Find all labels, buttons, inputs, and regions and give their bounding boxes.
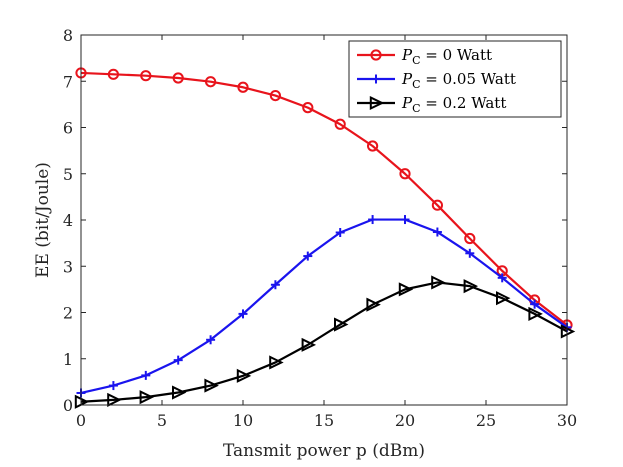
series-1-point-6 — [270, 280, 280, 290]
legend-marker-2 — [369, 95, 385, 111]
series-2-point-12 — [463, 279, 479, 294]
series-0-point-8 — [334, 118, 346, 130]
x-tick-label-6: 30 — [557, 411, 577, 430]
y-tick-label-1: 1 — [63, 350, 73, 369]
series-1-point-9 — [368, 215, 378, 225]
series-0-line — [80, 71, 568, 326]
series-0-point-5 — [237, 81, 249, 93]
series-2-point-1 — [107, 392, 122, 407]
series-1-point-3 — [173, 355, 183, 365]
series-1 — [76, 215, 572, 398]
series-1-point-12 — [465, 248, 475, 258]
x-tick-label-1: 5 — [157, 411, 167, 430]
series-0-point-1 — [107, 68, 120, 80]
legend-label-value-1: = 0.05 Watt — [421, 70, 516, 88]
series-0-point-6 — [269, 89, 281, 102]
legend-label-1: PC = 0.05 Watt — [401, 70, 516, 91]
y-tick-label-2: 2 — [63, 304, 73, 323]
x-axis-label: Tansmit power p (dBm) — [223, 441, 425, 461]
legend-label-2: PC = 0.2 Watt — [401, 94, 506, 115]
series-2-point-7 — [301, 337, 317, 352]
legend-entry-1: PC = 0.05 Watt — [357, 70, 516, 91]
series-1-point-13 — [497, 273, 507, 283]
x-tick-label-0: 0 — [76, 411, 86, 430]
series-0-point-9 — [367, 140, 379, 152]
legend-label-subscript-1: C — [412, 78, 420, 91]
series-2-point-6 — [269, 355, 284, 370]
series-0-point-10 — [399, 168, 411, 180]
series-0-point-12 — [464, 232, 476, 245]
series-2-point-8 — [334, 317, 349, 332]
y-tick-label-4: 4 — [63, 211, 73, 230]
y-tick-label-0: 0 — [63, 396, 73, 415]
series-2-point-5 — [236, 368, 252, 383]
series-1-point-11 — [432, 227, 442, 237]
legend-marker-0 — [370, 49, 382, 61]
series-2-line — [80, 281, 568, 403]
series-1-point-2 — [141, 370, 151, 380]
series-1-line — [80, 218, 568, 395]
series-2-point-2 — [139, 390, 155, 405]
series-2-point-10 — [398, 282, 414, 297]
series-1-point-5 — [238, 309, 248, 319]
y-tick-label-3: 3 — [63, 257, 73, 276]
y-tick-label-7: 7 — [63, 72, 73, 91]
series-2-point-11 — [431, 275, 446, 290]
legend-entry-0: PC = 0 Watt — [357, 46, 492, 67]
series-1-point-8 — [335, 227, 345, 237]
series-1-point-1 — [108, 381, 118, 391]
x-tick-label-2: 10 — [233, 411, 253, 430]
x-tick-label-5: 25 — [476, 411, 496, 430]
y-axis-ticks: 0 1 2 3 4 5 6 7 8 — [63, 26, 567, 415]
legend-label-subscript-0: C — [412, 54, 420, 67]
series-2-point-3 — [172, 385, 187, 400]
series-0-point-4 — [205, 76, 217, 88]
x-tick-label-3: 15 — [314, 411, 334, 430]
series-1-point-10 — [400, 215, 410, 225]
legend-label-symbol-2: P — [401, 94, 413, 112]
x-tick-label-4: 20 — [395, 411, 415, 430]
legend-label-symbol-0: P — [401, 46, 413, 64]
legend-marker-1 — [371, 74, 381, 84]
x-axis-ticks: 0 5 10 15 20 25 30 — [76, 35, 577, 430]
series-2-point-13 — [496, 291, 511, 306]
series-2-point-14 — [528, 306, 543, 321]
legend-label-value-2: = 0.2 Watt — [421, 94, 507, 112]
y-tick-label-5: 5 — [63, 165, 73, 184]
series-0-point-2 — [140, 70, 152, 82]
series-0-point-7 — [302, 102, 314, 114]
y-tick-label-6: 6 — [63, 119, 73, 138]
legend-label-0: PC = 0 Watt — [401, 46, 492, 67]
series-0-point-3 — [172, 72, 184, 84]
series-0-point-11 — [431, 199, 443, 211]
series-2-point-9 — [366, 297, 381, 312]
series-1-point-7 — [303, 251, 313, 261]
y-tick-label-8: 8 — [63, 26, 73, 45]
series-1-point-14 — [530, 299, 540, 309]
legend-label-symbol-1: P — [401, 70, 413, 88]
legend-entry-2: PC = 0.2 Watt — [357, 94, 506, 115]
legend-label-value-0: = 0 Watt — [421, 46, 493, 64]
legend-label-subscript-2: C — [412, 102, 420, 115]
series-1-point-4 — [206, 335, 216, 345]
series-2-point-4 — [204, 378, 219, 393]
y-axis-label: EE (bit/Joule) — [33, 162, 53, 278]
